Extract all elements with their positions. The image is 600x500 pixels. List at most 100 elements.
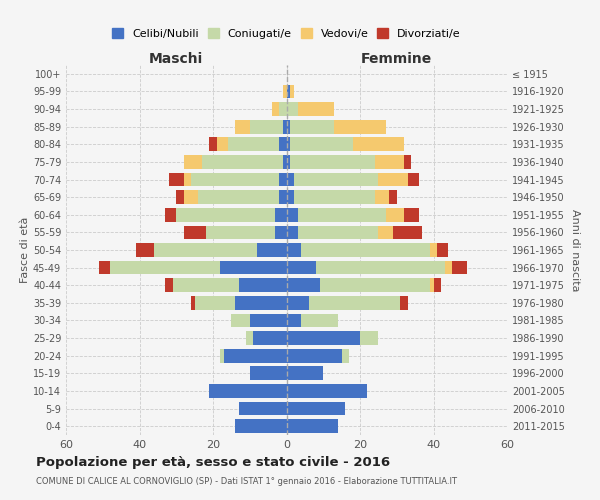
Bar <box>250 366 287 380</box>
Bar <box>287 366 323 380</box>
Bar <box>287 208 298 222</box>
Bar <box>173 278 239 292</box>
Bar <box>279 138 287 151</box>
Bar <box>287 314 301 328</box>
Bar <box>316 260 445 274</box>
Bar <box>298 102 334 116</box>
Bar <box>386 208 404 222</box>
Bar <box>110 260 220 274</box>
Text: Maschi: Maschi <box>149 52 203 66</box>
Bar <box>404 155 412 169</box>
Bar <box>287 296 308 310</box>
Bar <box>209 138 217 151</box>
Bar <box>287 243 301 257</box>
Bar <box>232 314 250 328</box>
Bar <box>154 243 257 257</box>
Bar <box>308 296 400 310</box>
Bar <box>184 226 206 239</box>
Bar <box>400 296 408 310</box>
Bar <box>235 420 287 433</box>
Bar <box>301 314 338 328</box>
Bar <box>257 243 287 257</box>
Bar <box>220 349 224 362</box>
Bar <box>275 226 287 239</box>
Bar <box>184 172 191 186</box>
Text: Femmine: Femmine <box>361 52 433 66</box>
Bar <box>393 226 422 239</box>
Bar <box>360 331 379 345</box>
Bar <box>279 172 287 186</box>
Y-axis label: Anni di nascita: Anni di nascita <box>570 209 580 291</box>
Bar <box>272 102 279 116</box>
Legend: Celibi/Nubili, Coniugati/e, Vedovi/e, Divorziati/e: Celibi/Nubili, Coniugati/e, Vedovi/e, Di… <box>110 26 463 41</box>
Bar <box>374 155 404 169</box>
Y-axis label: Fasce di età: Fasce di età <box>20 217 30 283</box>
Bar <box>176 190 184 204</box>
Bar <box>283 84 287 98</box>
Bar <box>287 226 298 239</box>
Bar <box>165 278 173 292</box>
Bar <box>430 243 437 257</box>
Bar <box>202 155 283 169</box>
Bar <box>287 384 367 398</box>
Bar <box>184 155 202 169</box>
Bar <box>374 190 389 204</box>
Bar <box>198 190 279 204</box>
Bar <box>287 84 290 98</box>
Bar <box>287 138 290 151</box>
Bar <box>206 226 275 239</box>
Bar <box>239 402 287 415</box>
Bar <box>287 331 360 345</box>
Bar <box>290 138 353 151</box>
Bar <box>99 260 110 274</box>
Bar <box>290 84 294 98</box>
Bar <box>287 155 290 169</box>
Bar <box>341 349 349 362</box>
Bar <box>239 278 287 292</box>
Bar <box>191 296 194 310</box>
Bar <box>353 138 404 151</box>
Bar <box>279 190 287 204</box>
Bar <box>408 172 419 186</box>
Bar <box>191 172 279 186</box>
Bar <box>379 172 408 186</box>
Bar <box>287 260 316 274</box>
Bar <box>437 243 448 257</box>
Bar <box>320 278 430 292</box>
Bar <box>224 349 287 362</box>
Bar <box>250 314 287 328</box>
Bar <box>283 120 287 134</box>
Bar <box>290 120 334 134</box>
Bar <box>136 243 154 257</box>
Bar <box>290 155 374 169</box>
Text: COMUNE DI CALICE AL CORNOVIGLIO (SP) - Dati ISTAT 1° gennaio 2016 - Elaborazione: COMUNE DI CALICE AL CORNOVIGLIO (SP) - D… <box>36 478 457 486</box>
Bar <box>287 349 341 362</box>
Bar <box>445 260 452 274</box>
Bar <box>220 260 287 274</box>
Bar <box>298 208 386 222</box>
Bar <box>250 120 283 134</box>
Text: Popolazione per età, sesso e stato civile - 2016: Popolazione per età, sesso e stato civil… <box>36 456 390 469</box>
Bar <box>253 331 287 345</box>
Bar <box>294 172 379 186</box>
Bar <box>287 172 294 186</box>
Bar <box>228 138 279 151</box>
Bar <box>389 190 397 204</box>
Bar <box>287 190 294 204</box>
Bar <box>287 402 346 415</box>
Bar <box>287 102 298 116</box>
Bar <box>176 208 275 222</box>
Bar <box>283 155 287 169</box>
Bar <box>287 120 290 134</box>
Bar <box>301 243 430 257</box>
Bar <box>235 296 287 310</box>
Bar <box>275 208 287 222</box>
Bar <box>452 260 467 274</box>
Bar <box>294 190 375 204</box>
Bar <box>298 226 379 239</box>
Bar <box>217 138 228 151</box>
Bar <box>165 208 176 222</box>
Bar <box>287 420 338 433</box>
Bar <box>169 172 184 186</box>
Bar <box>246 331 253 345</box>
